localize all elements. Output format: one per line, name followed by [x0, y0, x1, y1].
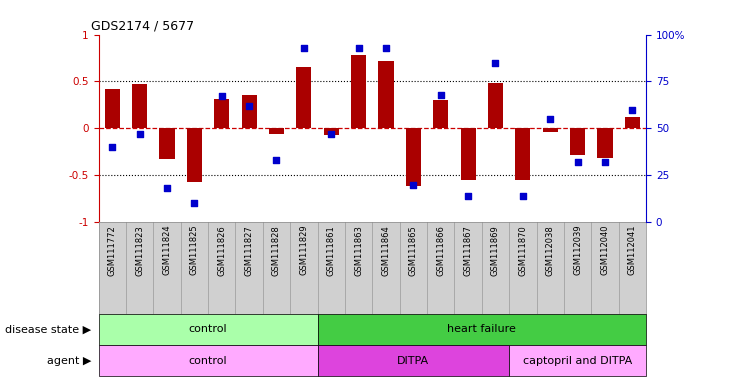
Point — [599, 159, 611, 165]
Text: GSM112039: GSM112039 — [573, 225, 582, 275]
Point — [298, 45, 310, 51]
Point — [517, 193, 529, 199]
Point — [243, 103, 255, 109]
Text: GSM111861: GSM111861 — [327, 225, 336, 276]
Text: captopril and DITPA: captopril and DITPA — [523, 356, 632, 366]
Text: GSM111867: GSM111867 — [464, 225, 472, 276]
Text: GSM111828: GSM111828 — [272, 225, 281, 276]
Text: GSM111866: GSM111866 — [437, 225, 445, 276]
Text: control: control — [189, 356, 227, 366]
Point — [216, 93, 228, 99]
Text: control: control — [189, 324, 227, 334]
Text: GSM111825: GSM111825 — [190, 225, 199, 275]
Text: GSM111772: GSM111772 — [108, 225, 117, 276]
Bar — [214, 99, 229, 128]
Text: GSM112040: GSM112040 — [601, 225, 610, 275]
Bar — [269, 128, 284, 134]
Bar — [378, 61, 393, 128]
Text: GSM111826: GSM111826 — [218, 225, 226, 276]
Bar — [99, 345, 318, 376]
Bar — [104, 89, 120, 128]
Bar — [433, 100, 448, 128]
Text: GSM111864: GSM111864 — [382, 225, 391, 276]
Bar — [625, 117, 640, 128]
Text: GDS2174 / 5677: GDS2174 / 5677 — [91, 20, 194, 33]
Point — [626, 106, 638, 113]
Bar — [242, 94, 257, 128]
Point — [462, 193, 474, 199]
Point — [107, 144, 118, 150]
Text: DITPA: DITPA — [397, 356, 429, 366]
Bar — [542, 128, 558, 132]
Text: GSM111829: GSM111829 — [299, 225, 308, 275]
Point — [353, 45, 364, 51]
Text: GSM111824: GSM111824 — [163, 225, 172, 275]
Bar — [461, 128, 476, 180]
Bar — [323, 128, 339, 135]
Point — [435, 91, 447, 98]
Bar — [187, 128, 202, 182]
Text: heart failure: heart failure — [447, 324, 516, 334]
Text: agent ▶: agent ▶ — [47, 356, 91, 366]
Text: disease state ▶: disease state ▶ — [5, 324, 91, 334]
Point — [134, 131, 145, 137]
Text: GSM112041: GSM112041 — [628, 225, 637, 275]
Bar — [488, 83, 503, 128]
Point — [271, 157, 283, 163]
Point — [380, 45, 392, 51]
Bar — [515, 128, 531, 180]
Bar — [132, 84, 147, 128]
Point — [572, 159, 583, 165]
Bar — [296, 67, 312, 128]
Point — [490, 60, 502, 66]
Bar — [570, 128, 585, 155]
Text: GSM111827: GSM111827 — [245, 225, 253, 276]
Point — [407, 182, 419, 188]
Bar — [159, 128, 174, 159]
Text: GSM111865: GSM111865 — [409, 225, 418, 276]
Bar — [510, 345, 646, 376]
Point — [161, 185, 173, 192]
Bar — [597, 128, 612, 158]
Text: GSM111863: GSM111863 — [354, 225, 363, 276]
Bar — [318, 345, 510, 376]
Bar — [351, 55, 366, 128]
Text: GSM111870: GSM111870 — [518, 225, 527, 276]
Text: GSM111869: GSM111869 — [491, 225, 500, 276]
Bar — [406, 128, 421, 187]
Point — [188, 200, 200, 207]
Text: GSM112038: GSM112038 — [546, 225, 555, 276]
Point — [545, 116, 556, 122]
Text: GSM111823: GSM111823 — [135, 225, 144, 276]
Bar — [318, 314, 646, 345]
Bar — [99, 314, 318, 345]
Point — [326, 131, 337, 137]
